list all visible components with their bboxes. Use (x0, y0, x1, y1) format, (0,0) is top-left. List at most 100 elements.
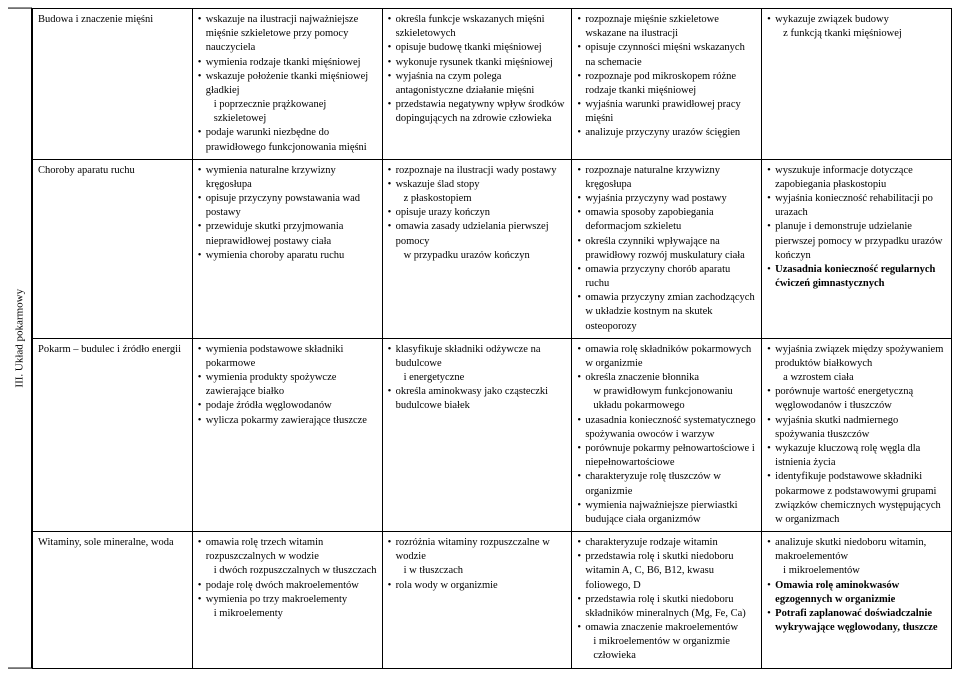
item-text: wskazuje ślad stopy (396, 179, 480, 190)
list-item: wylicza pokarmy zawierające tłuszcze (198, 414, 377, 428)
bullet-list: wskazuje na ilustracji najważniejsze mię… (198, 13, 377, 155)
criteria-cell: analizuje skutki niedoboru witamin, makr… (762, 532, 952, 669)
item-text: identyfikuje podstawowe składniki pokarm… (775, 471, 941, 525)
item-subtext: i dwóch rozpuszczalnych w tłuszczach (206, 564, 377, 578)
topic-cell: Choroby aparatu ruchu (33, 159, 193, 338)
list-item: opisuje urazy kończyn (388, 206, 567, 220)
section-side-label: III. Układ pokarmowy (8, 8, 32, 669)
list-item: charakteryzuje rolę tłuszczów w organizm… (577, 470, 756, 498)
item-text: podaje źródła węglowodanów (206, 400, 332, 411)
item-text: analizuje skutki niedoboru witamin, makr… (775, 537, 926, 562)
item-text: przedstawia rolę i skutki niedoboru skła… (585, 594, 745, 619)
item-text: wskazuje na ilustracji najważniejsze mię… (206, 14, 358, 53)
list-item: omawia przyczyny chorób aparatu ruchu (577, 263, 756, 291)
topic-cell: Witaminy, sole mineralne, woda (33, 532, 193, 669)
criteria-cell: klasyfikuje składniki odżywcze na budulc… (382, 338, 572, 531)
item-subtext: i mikroelementów (775, 564, 946, 578)
item-subtext: i mikroelementów w organizmie człowieka (585, 635, 756, 663)
item-text: przedstawia negatywny wpływ środków dopi… (396, 99, 565, 124)
item-text: wyjaśnia na czym polega antagonistyczne … (396, 71, 535, 96)
list-item: omawia rolę składników pokarmowych w org… (577, 343, 756, 371)
list-item: określa aminokwasy jako cząsteczki budul… (388, 385, 567, 413)
item-text: określa znaczenie błonnika (585, 372, 699, 383)
list-item: Uzasadnia konieczność regularnych ćwicze… (767, 263, 946, 291)
item-text: wymienia produkty spożywcze zawierające … (206, 372, 337, 397)
item-text: wykazuje kluczową rolę węgla dla istnien… (775, 443, 920, 468)
item-text: rozpoznaje naturalne krzywizny kręgosłup… (585, 165, 720, 190)
list-item: wyjaśnia na czym polega antagonistyczne … (388, 70, 567, 98)
item-subtext: w prawidłowym funkcjonowaniu układu poka… (585, 385, 756, 413)
table-row: Witaminy, sole mineralne, woda omawia rol… (33, 532, 952, 669)
list-item: opisuje przyczyny powstawania wad postaw… (198, 192, 377, 220)
item-text: opisuje budowę tkanki mięśniowej (396, 42, 542, 53)
item-text: porównuje wartość energetyczną węglowoda… (775, 386, 913, 411)
criteria-cell: rozpoznaje mięśnie szkieletowe wskazane … (572, 9, 762, 160)
item-text: charakteryzuje rolę tłuszczów w organizm… (585, 471, 721, 496)
item-text: rozpoznaje pod mikroskopem różne rodzaje… (585, 71, 736, 96)
item-text: wymienia najważniejsze pierwiastki buduj… (585, 500, 737, 525)
item-text: omawia rolę trzech witamin rozpuszczalny… (206, 537, 324, 562)
topic-cell: Pokarm – budulec i źródło energii (33, 338, 193, 531)
item-text: omawia sposoby zapobiegania deformacjom … (585, 207, 713, 232)
item-text: określa aminokwasy jako cząsteczki budul… (396, 386, 548, 411)
list-item: przewiduje skutki przyjmowania nieprawid… (198, 220, 377, 248)
bullet-list: wyszukuje informacje dotyczące zapobiega… (767, 164, 946, 292)
item-text: wymienia rodzaje tkanki mięśniowej (206, 57, 361, 68)
item-text: planuje i demonstruje udzielanie pierwsz… (775, 221, 942, 260)
list-item: porównuje pokarmy pełnowartościowe i nie… (577, 442, 756, 470)
item-text: wymienia po trzy makroelementy (206, 594, 347, 605)
list-item: wskazuje położenie tkanki mięśniowej gła… (198, 70, 377, 127)
item-text: wskazuje położenie tkanki mięśniowej gła… (206, 71, 368, 96)
list-item: opisuje budowę tkanki mięśniowej (388, 41, 567, 55)
list-item: porównuje wartość energetyczną węglowoda… (767, 385, 946, 413)
list-item: Omawia rolę aminokwasów egzogennych w or… (767, 579, 946, 607)
item-text: wykazuje związek budowy (775, 14, 889, 25)
list-item: omawia zasady udzielania pierwszej pomoc… (388, 220, 567, 263)
list-item: analizuje skutki niedoboru witamin, makr… (767, 536, 946, 579)
item-subtext: i w tłuszczach (396, 564, 567, 578)
item-text: omawia przyczyny chorób aparatu ruchu (585, 264, 730, 289)
criteria-cell: wskazuje na ilustracji najważniejsze mię… (192, 9, 382, 160)
criteria-cell: rozpoznaje na ilustracji wady postawywsk… (382, 159, 572, 338)
item-text: Omawia rolę aminokwasów egzogennych w or… (775, 580, 899, 605)
list-item: wyjaśnia skutki nadmiernego spożywania t… (767, 414, 946, 442)
list-item: wykazuje kluczową rolę węgla dla istnien… (767, 442, 946, 470)
item-text: wymienia choroby aparatu ruchu (206, 250, 345, 261)
table-row: Pokarm – budulec i źródło energii wymieni… (33, 338, 952, 531)
list-item: rozróżnia witaminy rozpuszczalne w wodzi… (388, 536, 567, 579)
criteria-cell: wyszukuje informacje dotyczące zapobiega… (762, 159, 952, 338)
item-text: Potrafi zaplanować doświadczalnie wykryw… (775, 608, 937, 633)
page-wrapper: III. Układ pokarmowy Budowa i znaczenie … (8, 8, 952, 669)
item-text: omawia zasady udzielania pierwszej pomoc… (396, 221, 549, 246)
bullet-list: wykazuje związek budowyz funkcją tkanki … (767, 13, 946, 41)
list-item: podaje rolę dwóch makroelementów (198, 579, 377, 593)
list-item: klasyfikuje składniki odżywcze na budulc… (388, 343, 567, 386)
item-text: wylicza pokarmy zawierające tłuszcze (206, 415, 367, 426)
criteria-cell: omawia rolę składników pokarmowych w org… (572, 338, 762, 531)
item-subtext: i poprzecznie prążkowanej szkieletowej (206, 98, 377, 126)
item-text: określa czynniki wpływające na prawidłow… (585, 236, 745, 261)
item-text: rozpoznaje mięśnie szkieletowe wskazane … (585, 14, 719, 39)
bullet-list: analizuje skutki niedoboru witamin, makr… (767, 536, 946, 635)
list-item: rozpoznaje pod mikroskopem różne rodzaje… (577, 70, 756, 98)
list-item: rozpoznaje naturalne krzywizny kręgosłup… (577, 164, 756, 192)
criteria-cell: omawia rolę trzech witamin rozpuszczalny… (192, 532, 382, 669)
list-item: przedstawia negatywny wpływ środków dopi… (388, 98, 567, 126)
list-item: wyjaśnia przyczyny wad postawy (577, 192, 756, 206)
item-text: podaje rolę dwóch makroelementów (206, 580, 359, 591)
item-text: rola wody w organizmie (396, 580, 498, 591)
list-item: omawia znaczenie makroelementówi mikroel… (577, 621, 756, 664)
list-item: wymienia naturalne krzywizny kręgosłupa (198, 164, 377, 192)
list-item: wymienia po trzy makroelementy i mikroele… (198, 593, 377, 621)
criteria-cell: rozpoznaje naturalne krzywizny kręgosłup… (572, 159, 762, 338)
list-item: rozpoznaje na ilustracji wady postawy (388, 164, 567, 178)
bullet-list: rozpoznaje mięśnie szkieletowe wskazane … (577, 13, 756, 141)
list-item: omawia rolę trzech witamin rozpuszczalny… (198, 536, 377, 579)
list-item: wymienia choroby aparatu ruchu (198, 249, 377, 263)
item-text: omawia przyczyny zmian zachodzących w uk… (585, 292, 754, 331)
item-subtext: i mikroelementy (206, 607, 377, 621)
item-text: klasyfikuje składniki odżywcze na budulc… (396, 344, 541, 369)
list-item: wymienia najważniejsze pierwiastki buduj… (577, 499, 756, 527)
list-item: wyszukuje informacje dotyczące zapobiega… (767, 164, 946, 192)
item-text: wymienia podstawowe składniki pokarmowe (206, 344, 344, 369)
